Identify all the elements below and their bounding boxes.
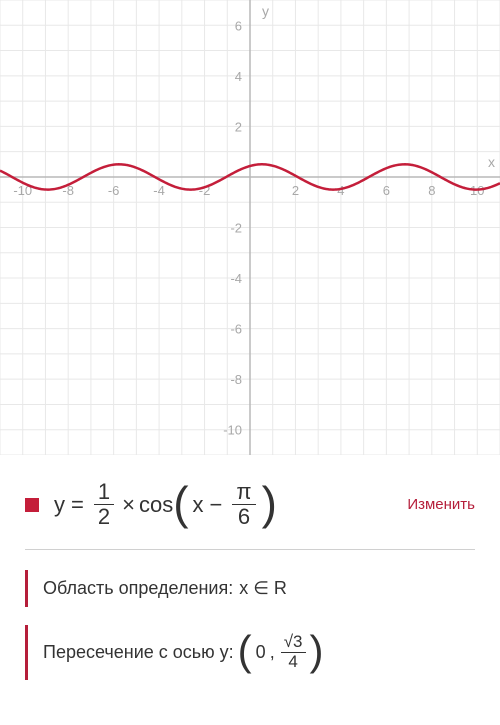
yint-den: 4	[285, 653, 300, 672]
yint-fraction: √3 4	[281, 633, 306, 671]
eq-var: x	[193, 492, 204, 518]
svg-text:-10: -10	[223, 423, 242, 438]
eq-coefficient-fraction: 1 2	[94, 480, 114, 529]
eq-shift-fraction: π 6	[232, 480, 255, 529]
svg-text:x: x	[488, 154, 495, 170]
edit-button[interactable]: Изменить	[407, 496, 475, 513]
svg-text:-6: -6	[230, 322, 242, 337]
eq-shift-den: 6	[234, 505, 254, 529]
y-intercept-block: Пересечение с осью y: ( 0 , √3 4 )	[25, 625, 475, 679]
svg-text:-4: -4	[230, 271, 242, 286]
equation-panel: y = 1 2 × cos ( x − π 6 ) Изменить	[0, 455, 500, 549]
eq-lhs: y	[54, 492, 65, 518]
svg-text:-2: -2	[230, 221, 242, 236]
domain-label: Область определения:	[43, 578, 233, 599]
chart-area: -10-8-6-4-2246810-10-8-6-4-2246xy	[0, 0, 500, 455]
svg-text:-4: -4	[153, 183, 165, 198]
yint-num: √3	[281, 633, 306, 653]
yint-label: Пересечение с осью y:	[43, 642, 234, 663]
domain-block: Область определения: x ∈ R	[25, 570, 475, 607]
chart-svg: -10-8-6-4-2246810-10-8-6-4-2246xy	[0, 0, 500, 455]
svg-text:4: 4	[235, 69, 242, 84]
svg-text:6: 6	[235, 18, 242, 33]
svg-text:6: 6	[383, 183, 390, 198]
svg-text:y: y	[262, 3, 269, 19]
svg-text:-8: -8	[230, 372, 242, 387]
equation-formula: y = 1 2 × cos ( x − π 6 )	[54, 480, 277, 529]
svg-text:2: 2	[292, 183, 299, 198]
svg-text:2: 2	[235, 119, 242, 134]
eq-coef-num: 1	[94, 480, 114, 505]
eq-coef-den: 2	[94, 505, 114, 529]
yint-comma: ,	[270, 642, 275, 663]
domain-value: x ∈ R	[239, 578, 287, 599]
eq-func: cos	[139, 492, 173, 518]
eq-shift-num: π	[232, 480, 255, 505]
yint-x: 0	[256, 642, 266, 663]
svg-text:8: 8	[428, 183, 435, 198]
legend-swatch	[25, 498, 39, 512]
eq-equals: =	[71, 492, 84, 518]
info-panel: Область определения: x ∈ R Пересечение с…	[0, 550, 500, 699]
equation-left-group: y = 1 2 × cos ( x − π 6 )	[25, 480, 277, 529]
eq-times: ×	[122, 492, 135, 518]
eq-minus: −	[210, 492, 223, 518]
svg-text:-6: -6	[108, 183, 120, 198]
